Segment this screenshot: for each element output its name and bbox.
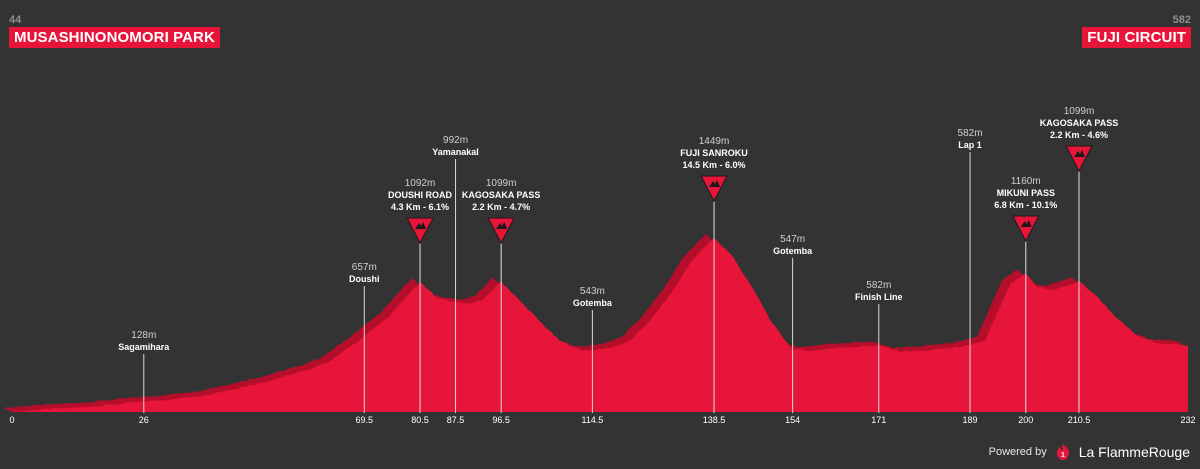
climb-altitude: 1099m	[486, 178, 517, 189]
climb-name: DOUSHI ROAD	[388, 190, 453, 200]
x-tick-label: 232	[1180, 415, 1195, 425]
marker-altitude: 582m	[958, 128, 983, 139]
climb-detail: 6.8 Km - 10.1%	[994, 200, 1057, 210]
mountain-icon	[415, 222, 427, 229]
climb-name: KAGOSAKA PASS	[1040, 118, 1119, 128]
x-tick-label: 0	[9, 415, 14, 425]
marker-label: Gotemba	[773, 246, 813, 256]
climb-name: FUJI SANROKU	[680, 148, 748, 158]
marker-altitude: 992m	[443, 135, 468, 146]
climb-category-icon	[1011, 215, 1040, 243]
finish-altitude: 582	[1172, 14, 1191, 26]
marker-altitude: 657m	[352, 262, 377, 273]
x-tick-label: 171	[871, 415, 886, 425]
x-tick-label: 138.5	[703, 415, 726, 425]
x-tick-label: 114.5	[581, 415, 603, 425]
flame-logo-icon: 1	[1056, 444, 1069, 460]
climb-detail: 4.3 Km - 6.1%	[391, 202, 449, 212]
marker-label: Yamanakal	[432, 147, 479, 157]
marker-label: Gotemba	[573, 298, 613, 308]
footer-credit: Powered by 1 La FlammeRouge	[989, 443, 1190, 461]
climb-category-icon	[406, 217, 434, 245]
climb-detail: 2.2 Km - 4.6%	[1050, 130, 1108, 140]
start-label: 44 MUSASHINONOMORI PARK	[9, 14, 220, 48]
x-tick-label: 189	[963, 415, 978, 425]
climb-altitude: 1160m	[1011, 176, 1041, 187]
climb-category-icon	[700, 175, 728, 203]
x-tick-label: 26	[139, 415, 149, 425]
marker-label: Doushi	[349, 274, 380, 284]
start-altitude: 44	[9, 14, 22, 26]
x-tick-label: 200	[1018, 415, 1033, 425]
profile-area	[12, 238, 1188, 413]
marker-altitude: 582m	[866, 280, 891, 291]
mountain-icon	[1020, 220, 1032, 227]
mountain-icon	[496, 222, 508, 229]
mountain-icon	[1074, 150, 1086, 157]
marker-label: Lap 1	[958, 140, 982, 150]
x-tick-label: 96.5	[492, 415, 510, 425]
powered-by-text: Powered by	[988, 446, 1047, 458]
mountain-icon	[709, 180, 721, 187]
x-tick-label: 154	[785, 415, 800, 425]
climb-name: KAGOSAKA PASS	[462, 190, 541, 200]
climb-category-icon	[1065, 145, 1093, 173]
climb-altitude: 1099m	[1064, 106, 1095, 117]
marker-altitude: 543m	[580, 286, 605, 297]
finish-label: 582 FUJI CIRCUIT	[1082, 14, 1191, 48]
brand-name: La FlammeRouge	[1078, 444, 1190, 460]
marker-altitude: 547m	[780, 234, 805, 245]
marker-label: Sagamihara	[118, 342, 170, 352]
climb-detail: 14.5 Km - 6.0%	[683, 160, 746, 170]
climb-name: MIKUNI PASS	[997, 188, 1055, 198]
start-name: MUSASHINONOMORI PARK	[9, 27, 220, 48]
climb-category-icon	[487, 217, 515, 245]
svg-text:1: 1	[1061, 452, 1065, 459]
x-tick-label: 69.5	[356, 415, 374, 425]
finish-name: FUJI CIRCUIT	[1082, 27, 1191, 48]
x-tick-label: 210.5	[1068, 415, 1091, 425]
x-tick-label: 87.5	[447, 415, 465, 425]
climb-detail: 2.2 Km - 4.7%	[472, 202, 530, 212]
marker-label: Finish Line	[855, 292, 903, 302]
marker-altitude: 128m	[131, 330, 156, 341]
x-tick-label: 80.5	[411, 415, 429, 425]
climb-altitude: 1449m	[699, 136, 730, 147]
climb-altitude: 1092m	[405, 178, 436, 189]
